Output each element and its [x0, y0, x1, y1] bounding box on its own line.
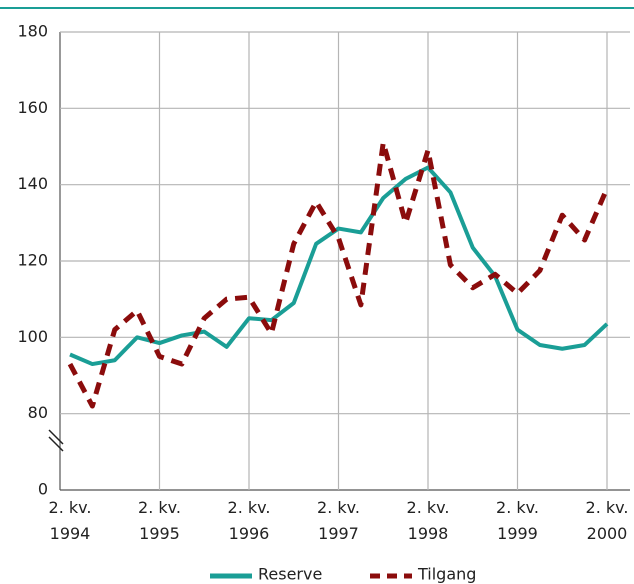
y-tick-label: 160 — [17, 98, 48, 117]
axis-break — [48, 436, 64, 452]
axis-break — [48, 429, 64, 445]
y-tick-label: 0 — [38, 480, 48, 499]
y-tick-label: 180 — [17, 22, 48, 41]
x-tick-label: 2. kv. 1994 — [49, 498, 92, 543]
x-tick-label: 2. kv. 1996 — [228, 498, 271, 543]
y-tick-label: 120 — [17, 251, 48, 270]
x-tick-label: 2. kv. 1997 — [317, 498, 360, 543]
x-tick-label: 2. kv. 1995 — [138, 498, 181, 543]
legend-label: Tilgang — [417, 565, 476, 584]
data-line — [69, 165, 609, 367]
y-tick-label: 140 — [17, 174, 48, 193]
x-tick-label: 2. kv. 1998 — [407, 498, 450, 543]
x-tick-label: 2. kv. 2000 — [586, 498, 629, 543]
data-line — [67, 140, 610, 409]
y-tick-label: 80 — [28, 403, 48, 422]
legend-label: Reserve — [258, 565, 322, 584]
x-tick-label: 2. kv. 1999 — [496, 498, 539, 543]
y-tick-label: 100 — [17, 327, 48, 346]
